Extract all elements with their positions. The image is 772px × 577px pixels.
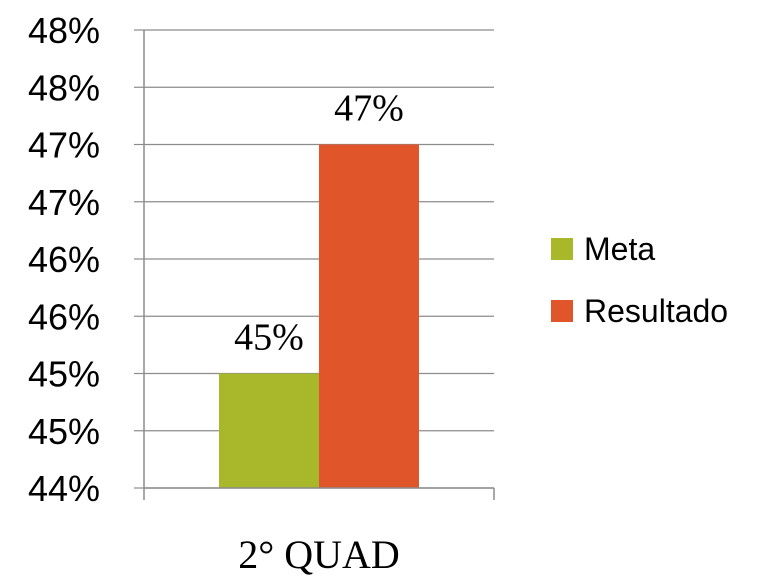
bar-meta (219, 373, 319, 488)
y-tick-label: 46% (28, 296, 100, 337)
y-tick-label: 48% (28, 10, 100, 51)
y-tick-label: 47% (28, 182, 100, 223)
legend-swatch-meta (551, 238, 573, 260)
x-tick-label: 2° QUAD (238, 532, 400, 577)
data-labels: 45% 47% (234, 88, 404, 359)
x-tick-labels: 2° QUAD (238, 532, 400, 577)
y-tick-label: 46% (28, 239, 100, 280)
y-tick-label: 44% (28, 468, 100, 509)
y-tick-label: 45% (28, 411, 100, 452)
y-tick-label: 47% (28, 125, 100, 166)
legend-label-meta: Meta (584, 231, 655, 267)
legend-swatch-resultado (551, 300, 573, 322)
y-tick-label: 48% (28, 67, 100, 108)
bar-resultado (319, 144, 419, 488)
y-tick-labels: 44% 45% 45% 46% 46% 47% 47% 48% 48% (28, 10, 100, 509)
legend-label-resultado: Resultado (584, 293, 728, 329)
y-tick-label: 45% (28, 354, 100, 395)
data-label-meta: 45% (234, 317, 304, 359)
bars (219, 144, 419, 488)
axes (143, 30, 494, 489)
data-label-resultado: 47% (334, 88, 404, 130)
legend: Meta Resultado (551, 231, 728, 329)
